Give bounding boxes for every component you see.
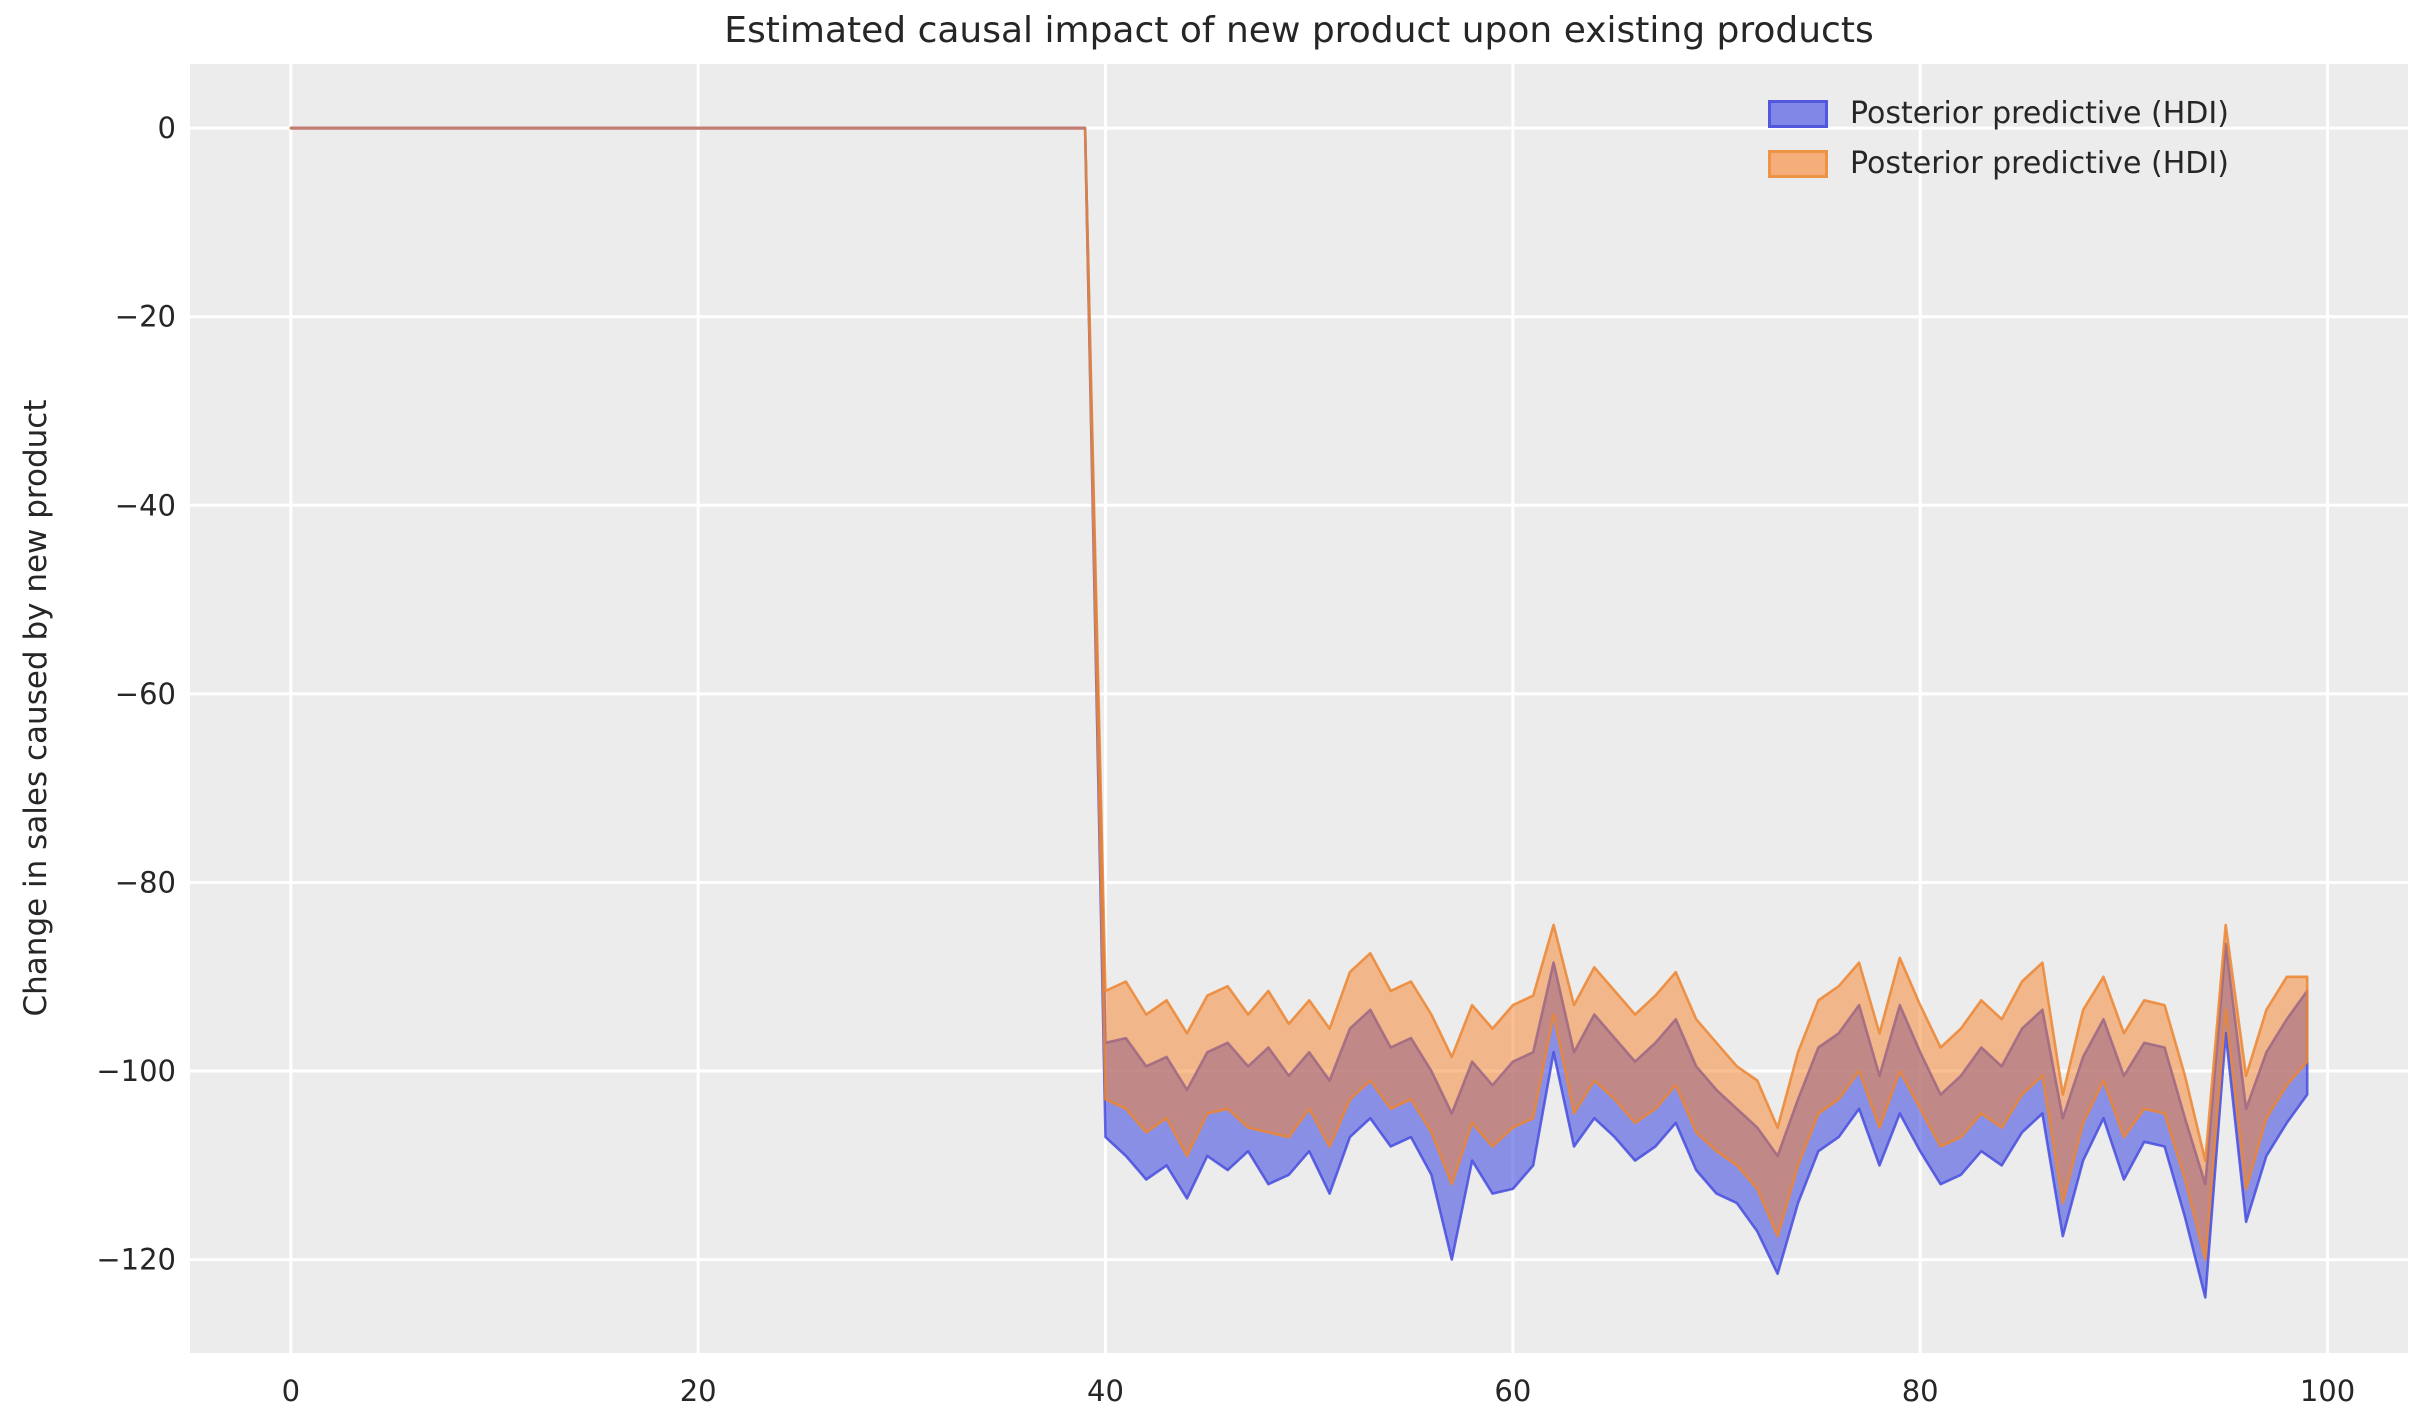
legend-item-orange: Posterior predictive (HDI): [1768, 146, 2229, 181]
orange-hdi-band-polygon: [289, 126, 2309, 1261]
x-tick-label: 0: [282, 1374, 300, 1408]
blue-band-swatch-icon: [1768, 99, 1828, 128]
y-tick-label: 0: [158, 111, 176, 145]
x-tick-label: 40: [1087, 1374, 1124, 1408]
x-tick-label: 20: [680, 1374, 717, 1408]
y-tick-label: −60: [115, 677, 176, 711]
legend-label-blue: Posterior predictive (HDI): [1850, 96, 2229, 131]
legend-label-orange: Posterior predictive (HDI): [1850, 146, 2229, 181]
legend-item-blue: Posterior predictive (HDI): [1768, 96, 2229, 131]
y-tick-label: −20: [115, 300, 176, 334]
x-tick-label: 80: [1902, 1374, 1939, 1408]
y-tick-label: −80: [115, 865, 176, 899]
legend: Posterior predictive (HDI) Posterior pre…: [1768, 96, 2229, 181]
y-tick-label: −40: [115, 488, 176, 522]
chart-title: Estimated causal impact of new product u…: [724, 10, 1874, 51]
y-axis-label: Change in sales caused by new product: [18, 399, 54, 1017]
y-tick-label: −120: [96, 1243, 176, 1277]
orange-band-swatch-icon: [1768, 149, 1828, 178]
x-tick-label: 60: [1494, 1374, 1531, 1408]
x-tick-label: 100: [2300, 1374, 2355, 1408]
y-tick-label: −100: [96, 1054, 176, 1088]
